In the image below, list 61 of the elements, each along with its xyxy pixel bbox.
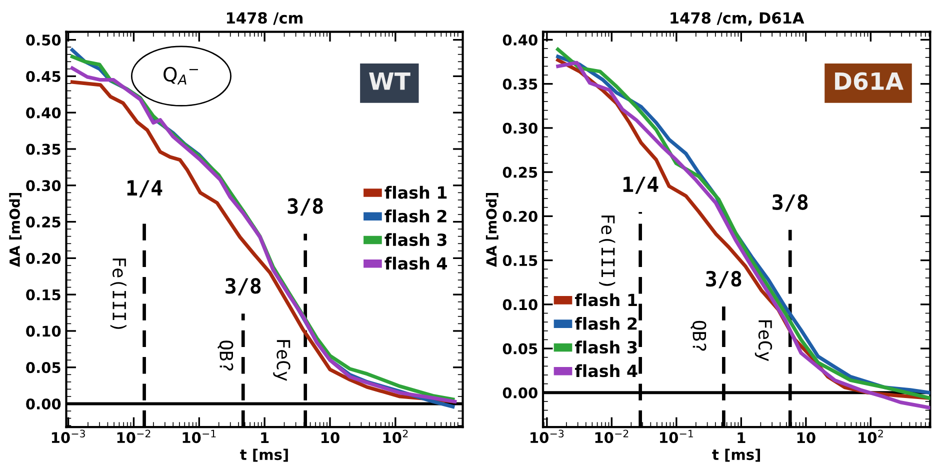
y-tick-label: 0.40	[502, 34, 538, 46]
annotation: WT	[369, 72, 410, 90]
annotation: 3/8	[772, 194, 808, 212]
y-tick-label: 0.10	[502, 299, 538, 310]
chart-title: 1478 /cm	[227, 12, 302, 25]
x-axis-title: t [ms]	[712, 448, 760, 462]
x-tick-label: 10$^{−1}$	[660, 430, 693, 444]
y-tick-label: 0.00	[502, 387, 538, 398]
y-tick-label: 0.50	[26, 34, 61, 46]
y-tick-label: 0.40	[26, 107, 61, 118]
legend-label: flash 3	[574, 340, 637, 354]
annotation: QB?	[690, 320, 706, 351]
legend-label: flash 4	[574, 364, 638, 378]
y-tick-label: 0.35	[502, 78, 538, 90]
annotation: 3/8	[288, 198, 323, 216]
y-tick-label: 0.25	[502, 166, 538, 178]
x-tick-label: 10$^{−2}$	[117, 430, 150, 444]
y-tick-label: 0.20	[502, 210, 538, 222]
annotation: 1/4	[623, 176, 658, 194]
x-tick-label: 10$^{2}$	[383, 430, 408, 444]
x-tick-label: 10$^{−1}$	[182, 430, 216, 444]
annotation: 3/8	[706, 270, 742, 288]
annotation: 3/8	[226, 278, 261, 296]
legend-label: flash 3	[384, 233, 446, 246]
y-tick-label: 0.00	[26, 398, 61, 410]
x-tick-label: 10	[797, 432, 816, 444]
y-tick-label: 0.05	[502, 343, 538, 354]
legend-label: flash 2	[574, 317, 637, 330]
y-tick-label: 0.15	[26, 289, 60, 300]
annotation: Q$_{A}$$^{−}$	[164, 66, 198, 84]
annotation: 1/4	[127, 180, 162, 198]
x-tick-label: 1	[738, 432, 746, 443]
y-tick-label: 0.30	[26, 180, 61, 192]
y-tick-label: 0.45	[26, 70, 60, 82]
x-tick-label: 10$^{−2}$	[595, 430, 628, 444]
y-axis-title: ΔA [mOd]	[9, 192, 22, 267]
legend-label: flash 2	[384, 210, 446, 222]
y-tick-label: 0.05	[26, 362, 60, 374]
x-tick-label: 10$^{−3}$	[530, 430, 564, 444]
y-tick-label: 0.30	[502, 122, 538, 134]
y-tick-label: 0.35	[26, 144, 60, 155]
x-axis-title: t [ms]	[240, 448, 288, 462]
x-tick-label: 10$^{−3}$	[52, 430, 85, 444]
y-tick-label: 0.25	[26, 216, 60, 228]
y-tick-label: 0.20	[26, 252, 61, 264]
annotation: FeCy	[754, 320, 772, 362]
x-tick-label: 1	[261, 432, 269, 443]
annotation: Fe(III)	[599, 216, 616, 286]
annotation: FeCy	[273, 340, 290, 381]
legend-label: flash 1	[384, 186, 447, 199]
y-tick-label: 0.15	[502, 255, 538, 266]
annotation: Fe(III)	[110, 258, 126, 329]
legend-label: flash 4	[384, 256, 448, 270]
x-tick-label: 10$^{2}$	[858, 430, 883, 444]
chart-title: 1478 /cm, D61A	[670, 12, 804, 26]
annotation: D61A	[835, 72, 904, 90]
legend-label: flash 1	[574, 293, 637, 306]
y-axis-title: ΔA [mOd]	[486, 192, 498, 267]
y-tick-label: 0.10	[26, 326, 61, 337]
x-tick-label: 10	[321, 432, 340, 444]
annotation: QB?	[217, 340, 234, 370]
